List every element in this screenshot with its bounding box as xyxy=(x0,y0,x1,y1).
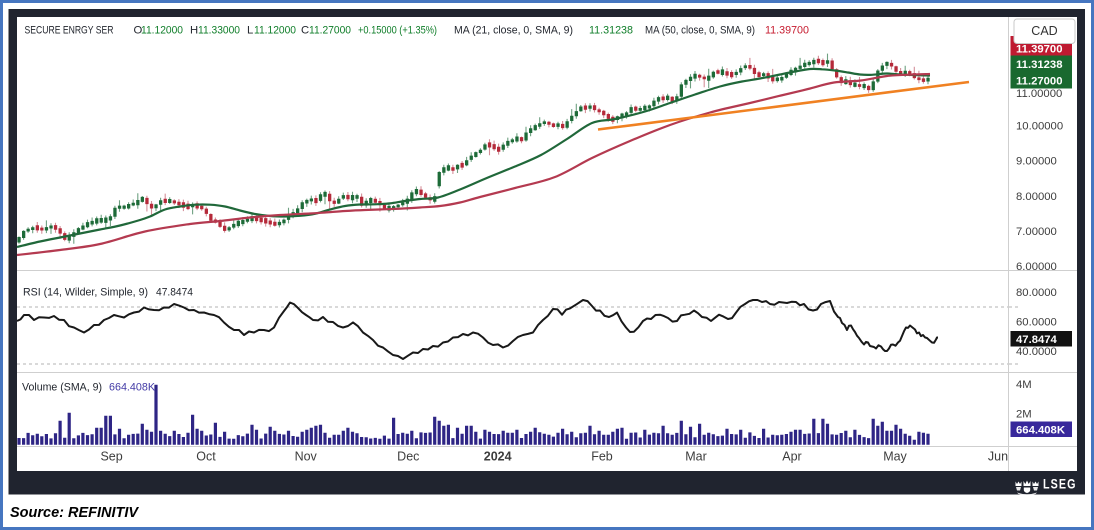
svg-text:7.00000: 7.00000 xyxy=(1016,226,1057,238)
svg-text:MA (21, close, 0, SMA, 9): MA (21, close, 0, SMA, 9) xyxy=(454,25,573,37)
svg-text:Nov: Nov xyxy=(295,450,318,464)
svg-text:11.31238: 11.31238 xyxy=(1016,59,1063,71)
svg-text:11.00000: 11.00000 xyxy=(1016,88,1062,100)
svg-text:Mar: Mar xyxy=(685,450,707,464)
svg-text:11.39700: 11.39700 xyxy=(1016,44,1063,56)
svg-text:9.00000: 9.00000 xyxy=(1016,155,1057,167)
svg-text:CAD: CAD xyxy=(1031,24,1057,38)
svg-text:11.31238: 11.31238 xyxy=(589,25,633,37)
svg-text:L: L xyxy=(247,25,253,37)
svg-text:2024: 2024 xyxy=(484,450,512,464)
svg-text:4M: 4M xyxy=(1016,379,1032,391)
svg-text:Volume (SMA, 9): Volume (SMA, 9) xyxy=(22,382,102,394)
svg-text:40.0000: 40.0000 xyxy=(1016,346,1057,358)
svg-text:8.00000: 8.00000 xyxy=(1016,191,1057,203)
svg-text:Apr: Apr xyxy=(782,450,801,464)
svg-text:11.12000: 11.12000 xyxy=(141,25,183,37)
svg-text:Source: REFINITIV: Source: REFINITIV xyxy=(10,505,139,521)
svg-text:11.27000: 11.27000 xyxy=(309,25,351,37)
svg-text:C: C xyxy=(301,25,309,37)
svg-text:80.0000: 80.0000 xyxy=(1016,287,1057,299)
svg-text:11.12000: 11.12000 xyxy=(254,25,296,37)
svg-text:664.408K: 664.408K xyxy=(1016,425,1066,437)
svg-text:H: H xyxy=(190,25,198,37)
svg-text:O: O xyxy=(134,25,143,37)
svg-text:11.27000: 11.27000 xyxy=(1016,76,1063,88)
svg-text:664.408K: 664.408K xyxy=(109,382,155,394)
svg-text:60.0000: 60.0000 xyxy=(1016,317,1057,329)
svg-text:47.8474: 47.8474 xyxy=(156,287,193,299)
svg-text:Dec: Dec xyxy=(397,450,419,464)
svg-text:47.8474: 47.8474 xyxy=(1016,334,1058,346)
svg-text:2M: 2M xyxy=(1016,409,1032,421)
svg-text:May: May xyxy=(883,450,907,464)
svg-text:6.00000: 6.00000 xyxy=(1016,261,1057,273)
svg-text:10.00000: 10.00000 xyxy=(1016,120,1063,132)
svg-text:MA (50, close, 0, SMA, 9): MA (50, close, 0, SMA, 9) xyxy=(645,25,755,37)
svg-text:Oct: Oct xyxy=(196,450,216,464)
svg-text:Feb: Feb xyxy=(591,450,613,464)
svg-text:11.39700: 11.39700 xyxy=(765,25,809,37)
svg-text:11.33000: 11.33000 xyxy=(198,25,240,37)
svg-text:SECURE ENRGY SER: SECURE ENRGY SER xyxy=(25,25,114,37)
svg-text:Jun: Jun xyxy=(988,450,1008,464)
svg-text:+0.15000 (+1.35%): +0.15000 (+1.35%) xyxy=(358,25,437,37)
svg-text:Sep: Sep xyxy=(100,450,122,464)
svg-text:LSEG: LSEG xyxy=(1043,476,1077,492)
svg-text:RSI (14, Wilder, Simple, 9): RSI (14, Wilder, Simple, 9) xyxy=(23,287,148,299)
